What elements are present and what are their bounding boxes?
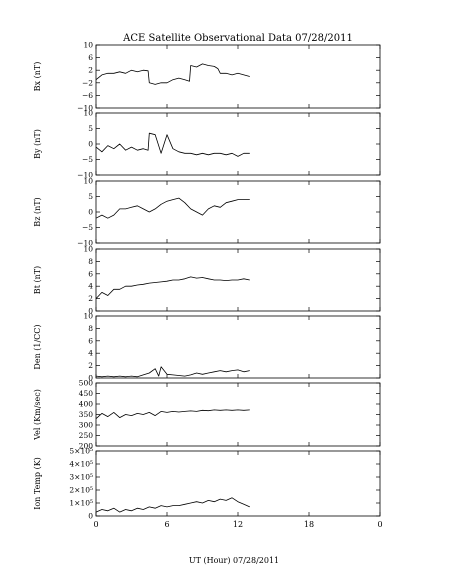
y-tick-label: 0 [88,512,93,521]
panel-0: 10 6 2 −2 −6 −10 Bx (nT) [33,41,381,113]
series-line [95,197,250,219]
panel-frame [95,450,381,517]
y-tick-label: 350 [79,410,94,419]
x-tick-label: 18 [304,520,314,529]
y-tick-label: 3×10⁵ [69,473,93,482]
panel-3: 10 8 6 4 2 0 Bt (nT) [33,245,381,316]
series-line [95,366,250,378]
panel-frame [95,112,381,176]
x-tick-label: 12 [233,520,243,529]
panel-6: 5×10⁵ 4×10⁵ 3×10⁵ 2×10⁵ 1×10⁵ 0 Ion Temp (K) [33,447,381,521]
y-axis-label: Bx (nT) [33,62,42,92]
y-tick-label: 2 [88,66,93,75]
y-tick-label: 10 [83,245,93,254]
panel-frame [95,315,381,379]
y-axis-label: By (nT) [33,129,42,159]
y-tick-label: 0 [88,208,93,217]
series-line [95,409,250,419]
y-tick-label: 0 [88,374,93,383]
y-tick-label: −5 [82,155,93,164]
x-tick-label: 0 [93,520,98,529]
y-tick-label: 250 [79,431,94,440]
panel-4: 10 8 6 4 2 0 Den (1/CC) [33,312,381,383]
y-tick-label: 2 [88,294,93,303]
y-tick-label: 4×10⁵ [69,460,93,469]
series-line [95,497,250,513]
y-tick-label: −10 [77,171,93,180]
series-line [95,276,250,299]
panel-frame [95,44,381,109]
y-tick-label: 6 [88,269,93,278]
y-tick-label: −2 [82,78,93,87]
y-tick-label: 5 [88,124,93,133]
y-tick-label: 1×10⁵ [69,499,93,508]
chart-title: ACE Satellite Observational Data 07/28/2… [122,33,353,44]
y-tick-label: 4 [88,349,93,358]
y-tick-label: 450 [79,389,94,398]
series-line [95,132,250,157]
y-axis-label: Ion Temp (K) [33,457,42,510]
y-tick-label: 200 [79,442,94,451]
y-tick-label: −10 [77,239,93,248]
y-tick-label: 10 [83,41,93,50]
panel-frame [95,180,381,244]
y-axis-label: Bz (nT) [33,197,42,226]
y-tick-label: 5 [88,192,93,201]
y-tick-label: 300 [79,421,94,430]
y-tick-label: 2×10⁵ [69,486,93,495]
y-tick-label: 0 [88,307,93,316]
y-tick-label: 400 [79,400,94,409]
y-tick-label: 8 [88,257,93,266]
y-tick-label: 0 [88,140,93,149]
series-line [95,63,250,85]
y-tick-label: 10 [83,109,93,118]
y-tick-label: 10 [83,312,93,321]
y-axis-label: Vel (Km/sec) [33,389,42,441]
y-tick-label: −10 [77,104,93,113]
y-tick-label: −6 [82,91,93,100]
y-tick-label: 6 [88,53,93,62]
y-tick-label: 500 [79,379,94,388]
y-tick-label: 8 [88,324,93,333]
x-axis-label: UT (Hour) 07/28/2011 [189,556,279,565]
panel-1: 10 5 0 −5 −10 By (nT) [33,109,381,180]
y-tick-label: −5 [82,223,93,232]
panel-2: 10 5 0 −5 −10 Bz (nT) [33,177,381,248]
y-tick-label: 2 [88,361,93,370]
y-axis-label: Den (1/CC) [33,324,42,369]
y-tick-label: 4 [88,282,93,291]
y-axis-label: Bt (nT) [33,266,42,294]
y-tick-label: 6 [88,336,93,345]
x-tick-label: 0 [377,520,382,529]
panel-frame [95,382,381,447]
y-tick-label: 5×10⁵ [69,447,93,456]
x-tick-label: 6 [164,520,169,529]
y-tick-label: 10 [83,177,93,186]
